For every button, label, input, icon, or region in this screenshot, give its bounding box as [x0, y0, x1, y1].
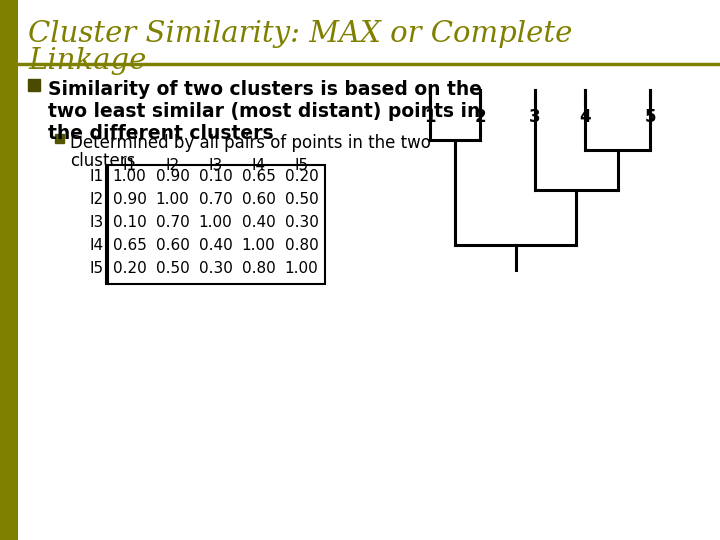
Text: two least similar (most distant) points in: two least similar (most distant) points …: [48, 102, 480, 121]
Text: 2: 2: [474, 108, 486, 126]
Text: 3: 3: [529, 108, 541, 126]
FancyBboxPatch shape: [0, 0, 18, 540]
Text: 0.50: 0.50: [284, 192, 318, 207]
Text: I2: I2: [90, 192, 104, 207]
Text: Similarity of two clusters is based on the: Similarity of two clusters is based on t…: [48, 80, 482, 99]
Text: 0.10: 0.10: [199, 169, 233, 184]
Text: Linkage: Linkage: [28, 47, 146, 75]
Text: 1.00: 1.00: [242, 238, 275, 253]
Text: 0.65: 0.65: [112, 238, 146, 253]
Text: 0.60: 0.60: [156, 238, 189, 253]
Bar: [28, 79, 40, 91]
Text: I5: I5: [90, 261, 104, 276]
Text: 1.00: 1.00: [284, 261, 318, 276]
Text: 0.50: 0.50: [156, 261, 189, 276]
Text: I2: I2: [166, 158, 179, 173]
Text: clusters: clusters: [70, 152, 135, 170]
Text: 1.00: 1.00: [112, 169, 146, 184]
Text: 0.90: 0.90: [156, 169, 189, 184]
Text: I3: I3: [90, 215, 104, 230]
Text: Determined by all pairs of points in the two: Determined by all pairs of points in the…: [70, 134, 431, 152]
Text: 1.00: 1.00: [199, 215, 233, 230]
Text: I3: I3: [208, 158, 222, 173]
Text: 0.40: 0.40: [242, 215, 275, 230]
Text: 0.20: 0.20: [284, 169, 318, 184]
Text: 0.90: 0.90: [112, 192, 146, 207]
Text: 0.30: 0.30: [284, 215, 318, 230]
Text: 0.40: 0.40: [199, 238, 233, 253]
Text: I4: I4: [90, 238, 104, 253]
Text: the different clusters: the different clusters: [48, 124, 274, 143]
Text: I5: I5: [294, 158, 309, 173]
Text: 0.70: 0.70: [156, 215, 189, 230]
Bar: [106, 165, 325, 284]
Text: 5: 5: [644, 108, 656, 126]
Text: Cluster Similarity: MAX or Complete: Cluster Similarity: MAX or Complete: [28, 20, 572, 48]
Text: 0.10: 0.10: [112, 215, 146, 230]
Text: I1: I1: [90, 169, 104, 184]
Text: 0.60: 0.60: [242, 192, 276, 207]
Text: 1: 1: [424, 108, 436, 126]
Text: 0.20: 0.20: [112, 261, 146, 276]
Text: I1: I1: [122, 158, 137, 173]
Text: 0.65: 0.65: [242, 169, 276, 184]
Text: 0.80: 0.80: [284, 238, 318, 253]
Text: 0.80: 0.80: [242, 261, 275, 276]
Text: 4: 4: [579, 108, 591, 126]
Bar: [55, 134, 64, 143]
Text: I4: I4: [251, 158, 266, 173]
Text: 0.70: 0.70: [199, 192, 233, 207]
Text: 1.00: 1.00: [156, 192, 189, 207]
Text: 0.30: 0.30: [199, 261, 233, 276]
